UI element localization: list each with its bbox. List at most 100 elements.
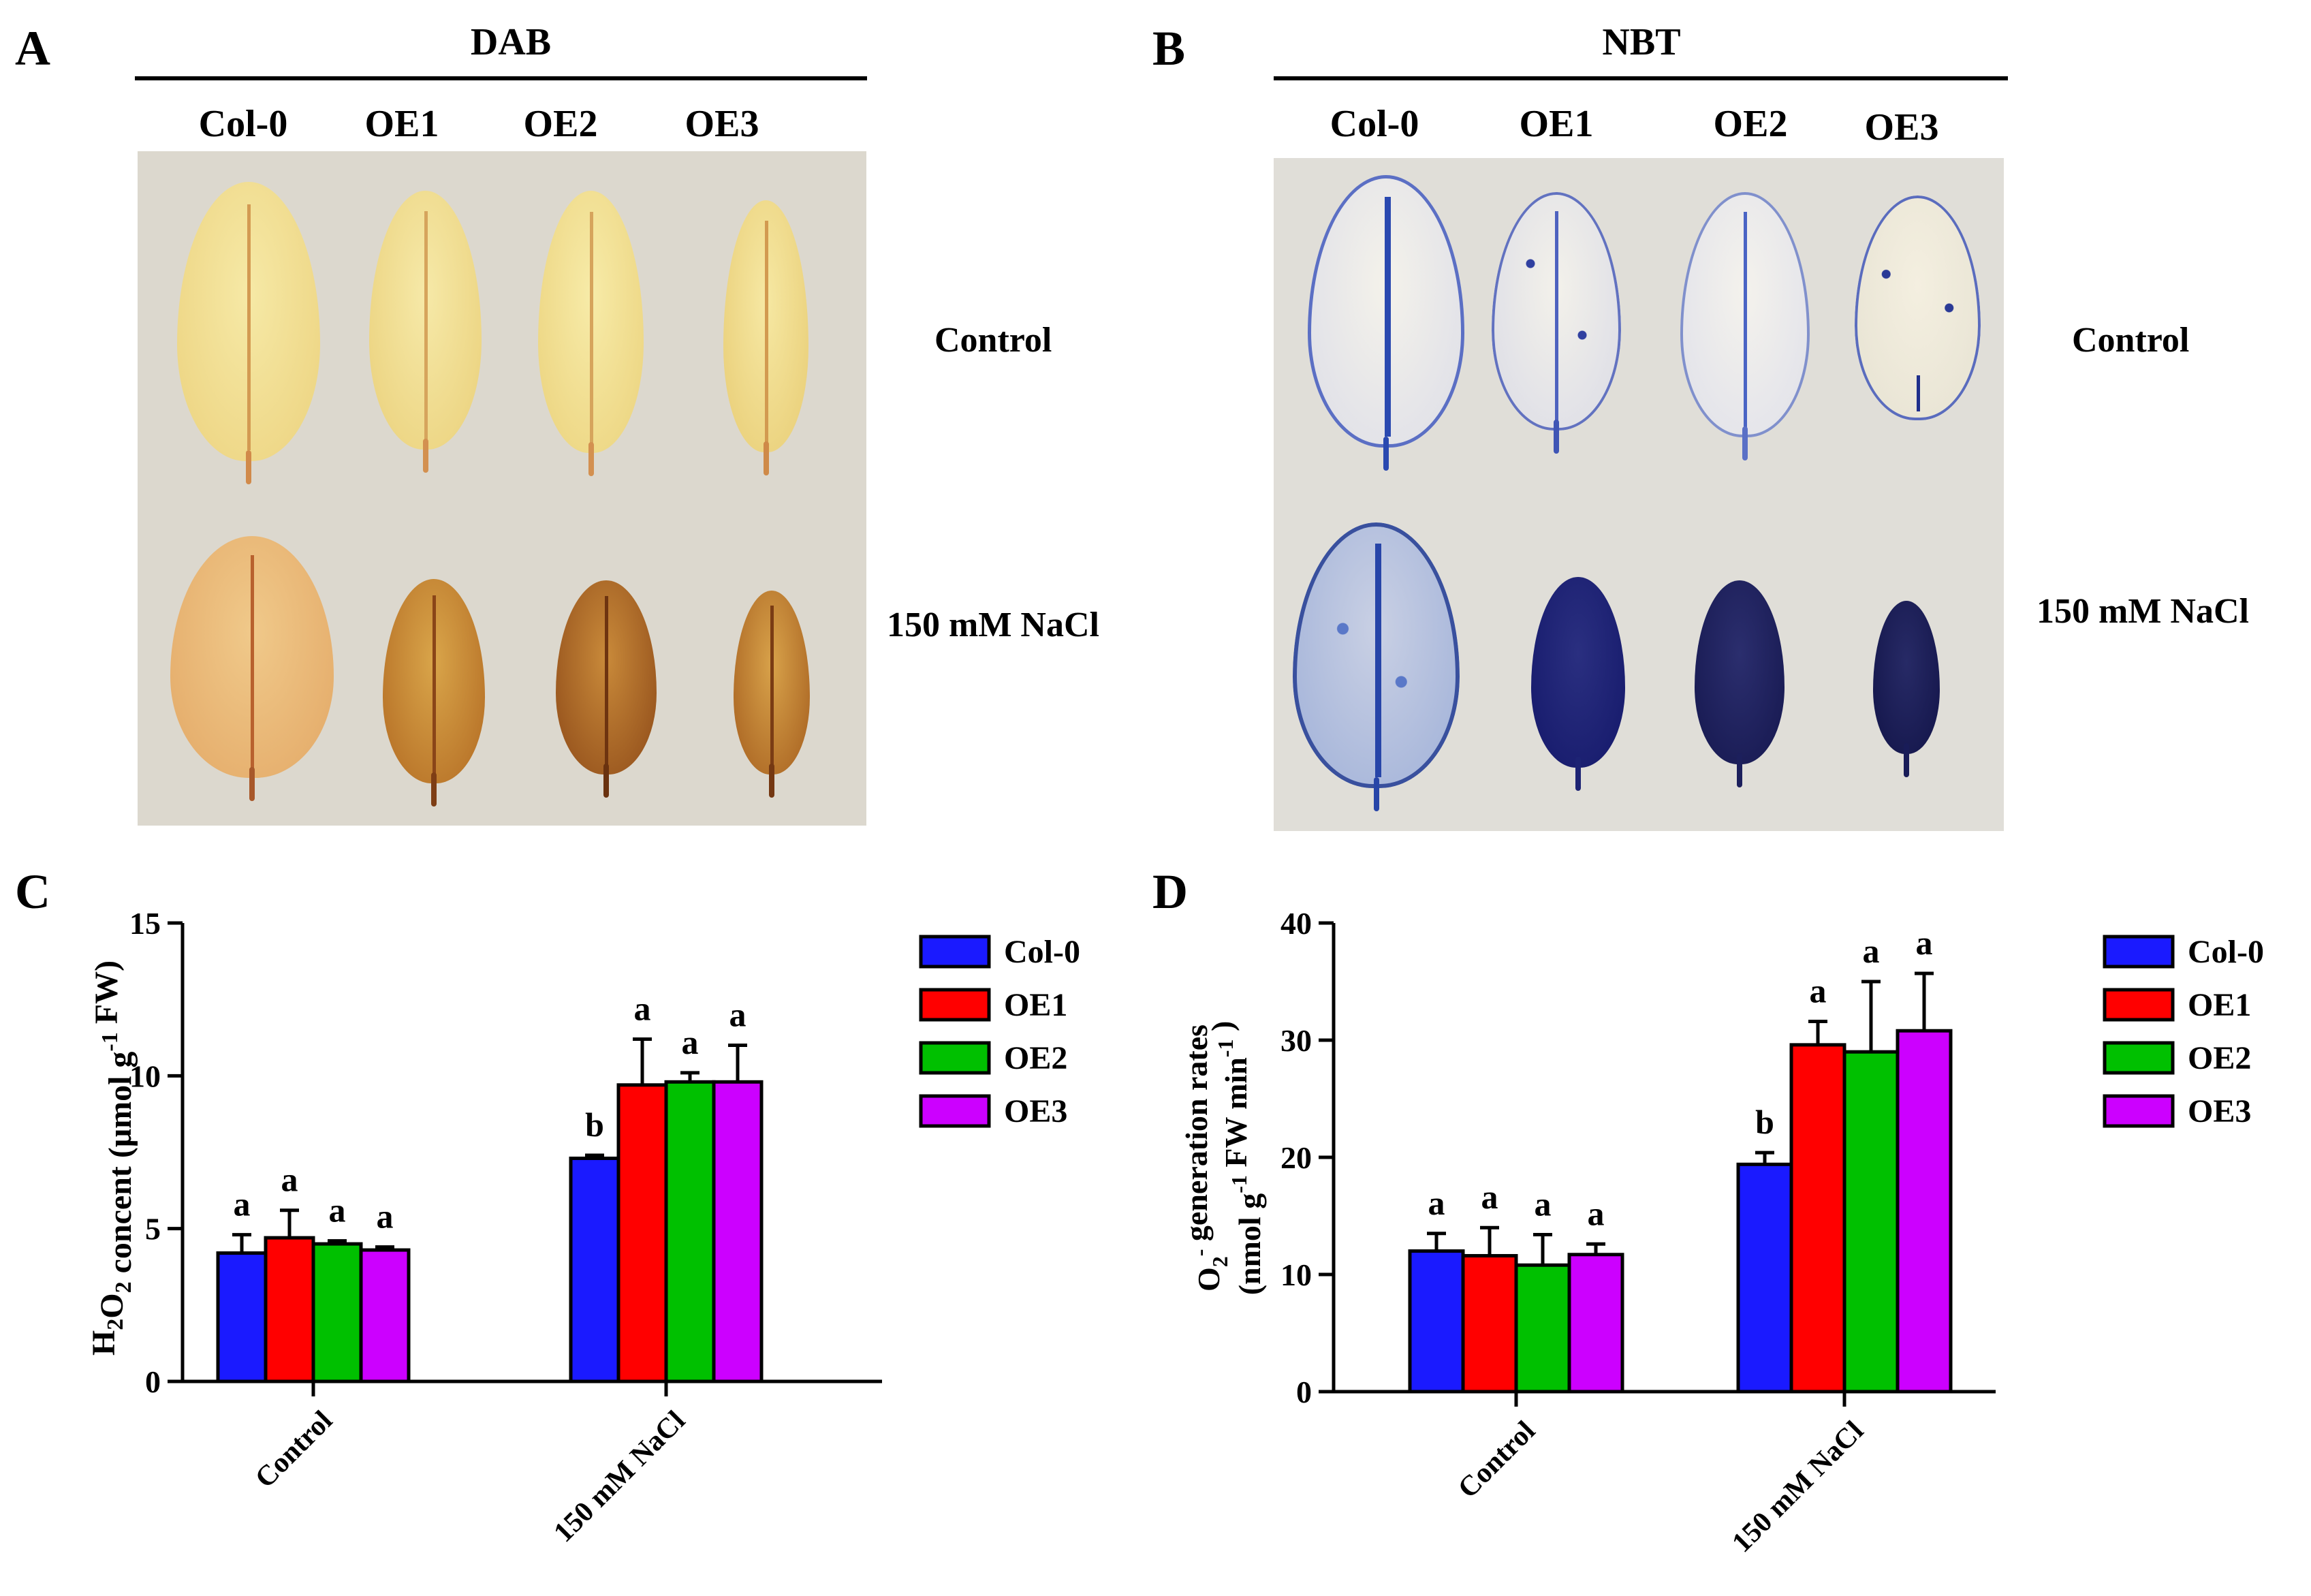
legend-label: OE1	[2188, 987, 2251, 1023]
dab-leaf-oe1-control	[369, 191, 482, 473]
legend-label: Col-0	[2188, 934, 2264, 970]
stain-title-dab: DAB	[470, 21, 552, 63]
legend-swatch	[919, 988, 991, 1022]
y-axis-label-part: FW min	[1219, 1057, 1253, 1175]
dab-leaf-oe3-control	[723, 200, 808, 475]
legend-label: OE1	[1004, 987, 1067, 1023]
y-tick-label: 15	[129, 906, 161, 941]
significance-letter: a	[1916, 924, 1933, 962]
nbt-leaf-oe3-control	[1855, 195, 1981, 420]
significance-letter: a	[1588, 1194, 1605, 1232]
bar-oe3-1	[1896, 1029, 1953, 1394]
significance-letter: a	[1535, 1185, 1552, 1223]
y-axis-label-part: generation rates	[1179, 1024, 1214, 1249]
legend-label: OE3	[1004, 1093, 1067, 1129]
column-label-oe1-a: OE1	[364, 103, 439, 145]
column-label-oe3-b: OE3	[1864, 106, 1939, 148]
significance-letter: a	[329, 1191, 346, 1230]
bar-col0-1	[1736, 1162, 1793, 1394]
nbt-stain-photo	[1274, 158, 2004, 831]
column-label-oe2-a: OE2	[523, 103, 598, 145]
panel-letter-a: A	[15, 21, 50, 76]
y-axis-label-part: 2	[1208, 1256, 1232, 1267]
column-label-oe1-b: OE1	[1519, 103, 1594, 145]
significance-letter: a	[1810, 971, 1827, 1010]
y-axis-label: H2O2 concent (μmol g-1 FW)	[86, 960, 138, 1356]
y-tick-label: 0	[1296, 1375, 1312, 1409]
significance-letter: a	[281, 1161, 298, 1199]
legend-swatch	[2103, 935, 2175, 969]
y-axis-label-part: -1	[1227, 1175, 1251, 1193]
y-tick-label: 10	[1280, 1257, 1312, 1292]
legend-swatch	[2103, 1041, 2175, 1075]
y-axis-label-line2: (nmol g-1 FW min-1 )	[1205, 1021, 1267, 1296]
significance-letter: b	[1755, 1103, 1774, 1141]
y-axis-label-part: -1	[1213, 1039, 1238, 1058]
x-tick-label: 150 mM NaCl	[1726, 1415, 1870, 1559]
y-tick-label: 10	[129, 1059, 161, 1093]
nbt-leaf-oe3-nacl	[1873, 601, 1940, 777]
bar-oe2-1	[664, 1080, 716, 1383]
nbt-leaf-oe2-nacl	[1695, 580, 1785, 787]
legend-label: OE3	[2188, 1093, 2251, 1129]
legend-swatch	[919, 935, 991, 969]
bar-oe1-1	[1789, 1043, 1846, 1394]
bar-col0-0	[1408, 1249, 1465, 1394]
legend-label: Col-0	[1004, 934, 1080, 970]
x-tick-label: Control	[249, 1405, 339, 1495]
significance-letter: a	[682, 1023, 699, 1061]
panel-letter-d: D	[1152, 864, 1188, 919]
nbt-leaf-oe2-control	[1680, 192, 1810, 460]
dab-leaf-col0-control	[177, 182, 320, 484]
dab-leaf-oe1-nacl	[383, 579, 485, 807]
y-axis-label-part: FW)	[89, 960, 125, 1032]
y-axis-label-part: -1	[97, 1032, 123, 1051]
significance-letter: a	[377, 1198, 394, 1236]
significance-letter: b	[585, 1106, 604, 1144]
nbt-leaf-col0-control	[1308, 175, 1464, 471]
nbt-leaf-oe1-control	[1492, 192, 1621, 454]
bar-col0-1	[569, 1156, 620, 1383]
condition-label-nacl-b: 150 mM NaCl	[2037, 592, 2249, 631]
nbt-leaf-col0-nacl	[1293, 522, 1460, 811]
nbt-leaf-oe1-nacl	[1531, 577, 1625, 791]
dab-leaf-oe2-control	[538, 191, 644, 476]
y-axis-label-part: -	[1187, 1249, 1212, 1257]
condition-label-nacl-a: 150 mM NaCl	[887, 606, 1099, 644]
dab-leaf-oe2-nacl	[556, 580, 657, 798]
bar-oe2-1	[1842, 1050, 1900, 1394]
y-tick-label: 40	[1280, 906, 1312, 941]
column-label-oe2-b: OE2	[1713, 103, 1788, 145]
dab-stain-photo	[138, 151, 866, 826]
y-axis-label-part: concent (μmol g	[102, 1052, 138, 1282]
bar-oe1-0	[264, 1236, 315, 1383]
significance-letter: a	[634, 989, 651, 1027]
legend-swatch	[2103, 1094, 2175, 1128]
legend-label: OE2	[1004, 1040, 1067, 1076]
y-axis-label-part: 2	[103, 1319, 128, 1330]
x-tick-label: 150 mM NaCl	[548, 1405, 691, 1549]
stain-title-nbt: NBT	[1602, 21, 1681, 63]
y-tick-label: 0	[145, 1364, 161, 1399]
y-axis-label-part: 2	[111, 1281, 136, 1293]
bar-oe3-1	[712, 1080, 764, 1383]
significance-letter: a	[1481, 1178, 1498, 1216]
y-axis-label-part: H	[86, 1330, 122, 1356]
bar-oe1-1	[616, 1083, 668, 1383]
y-tick-label: 20	[1280, 1140, 1312, 1175]
bar-oe2-0	[311, 1242, 363, 1383]
y-tick-label: 5	[145, 1212, 161, 1247]
y-axis-label-part: O	[1191, 1267, 1226, 1292]
x-tick-label: Control	[1452, 1415, 1541, 1505]
condition-label-control-b: Control	[2072, 321, 2190, 360]
legend-label: OE2	[2188, 1040, 2251, 1076]
bar-oe1-0	[1461, 1253, 1518, 1394]
panel-letter-c: C	[15, 864, 50, 919]
column-label-oe3-a: OE3	[685, 103, 759, 145]
y-axis-label-part: (nmol g	[1232, 1193, 1267, 1296]
column-label-col0-b: Col-0	[1330, 103, 1419, 145]
y-axis-label-part: O	[94, 1293, 130, 1318]
y-axis-label-line1: O2- generation rates	[1179, 1024, 1232, 1292]
